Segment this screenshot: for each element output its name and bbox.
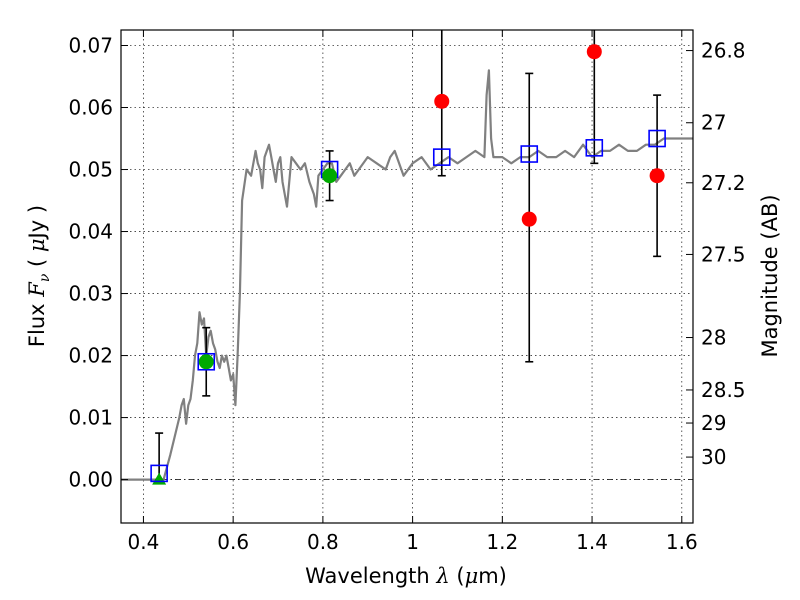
y-tick-label: 0.01 (68, 406, 113, 430)
x-tick-label: 1.2 (486, 530, 518, 554)
grid-layer (121, 30, 693, 523)
y-tick-label: 0.00 (68, 468, 113, 492)
x-tick-label: 1.6 (666, 530, 698, 554)
model-photometry-square (150, 464, 168, 483)
right-tick-label: 29 (701, 411, 726, 435)
x-tick-label: 1 (406, 530, 419, 554)
model-photometry-square (197, 352, 216, 371)
plot-frame (120, 29, 694, 524)
detected-photometry-point (521, 211, 537, 227)
right-axis-label: Magnitude (AB) (758, 194, 782, 357)
detected-photometry-point (649, 168, 665, 184)
y-tick-label: 0.06 (68, 96, 113, 120)
right-tick-label: 27.5 (701, 242, 746, 266)
y-tick-label: 0.03 (68, 282, 113, 306)
x-tick-label: 0.4 (128, 530, 160, 554)
x-axis-label: Wavelength λ (μm) (305, 564, 507, 588)
right-tick-label: 26.8 (701, 39, 746, 63)
plot-layer (121, 30, 693, 485)
model-photometry-square (432, 148, 451, 166)
y-tick-label: 0.02 (68, 344, 113, 368)
green-photometry-point (198, 354, 214, 370)
y-tick-label: 0.05 (68, 158, 113, 182)
right-tick-label: 28.5 (701, 378, 746, 402)
right-tick-label: 28 (701, 326, 726, 350)
right-tick-label: 27.2 (701, 171, 746, 195)
detected-photometry-point (434, 93, 450, 109)
y-tick-label: 0.07 (68, 34, 113, 58)
y-tick-label: 0.04 (68, 220, 113, 244)
right-tick-label: 30 (701, 445, 726, 469)
x-tick-label: 0.8 (307, 530, 339, 554)
green-photometry-point (322, 168, 338, 184)
detected-photometry-point (586, 44, 602, 60)
plot-clipped (121, 30, 693, 485)
x-tick-label: 1.4 (576, 530, 608, 554)
y-axis-label: Flux Fν ( μJy ) (25, 205, 53, 347)
x-tick-label: 0.6 (217, 530, 249, 554)
model-photometry-square (585, 139, 604, 157)
model-spectrum-line (121, 69, 693, 481)
tick-layer: 0.4 0.6 0.8 1 1.2 1.4 1.6 0.00 0.01 0.02 0.03 0.04 0… (68, 30, 746, 554)
right-tick-label: 27 (701, 111, 726, 135)
model-photometry-square (520, 145, 539, 163)
model-photometry-square (648, 129, 666, 148)
